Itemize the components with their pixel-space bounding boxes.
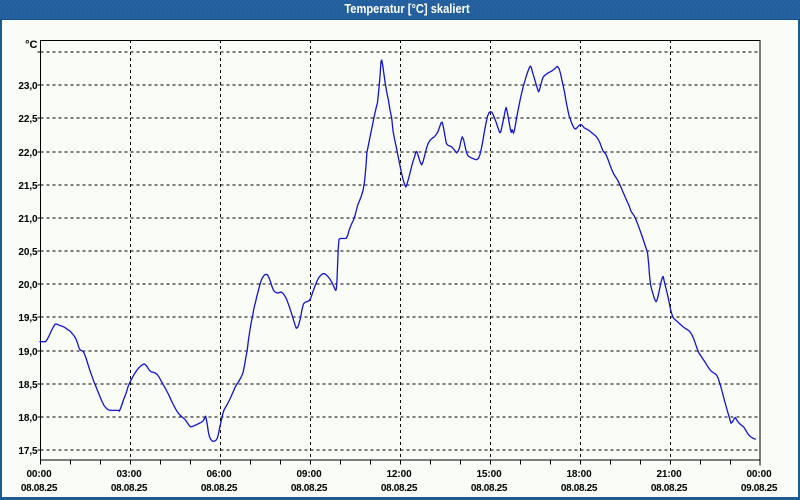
svg-text:21,5: 21,5 <box>18 181 38 192</box>
svg-text:08.08.25: 08.08.25 <box>651 483 688 494</box>
svg-text:21:00: 21:00 <box>656 469 682 480</box>
svg-text:18:00: 18:00 <box>566 469 592 480</box>
svg-text:17,5: 17,5 <box>18 446 38 457</box>
svg-text:18,5: 18,5 <box>18 380 38 391</box>
svg-text:18,0: 18,0 <box>18 413 38 424</box>
svg-text:21,0: 21,0 <box>18 214 38 225</box>
svg-text:00:00: 00:00 <box>26 469 52 480</box>
svg-text:08.08.25: 08.08.25 <box>471 483 508 494</box>
svg-text:00:00: 00:00 <box>746 469 772 480</box>
svg-text:08.08.25: 08.08.25 <box>111 483 148 494</box>
svg-text:08.08.25: 08.08.25 <box>291 483 328 494</box>
svg-text:20,5: 20,5 <box>18 247 38 258</box>
svg-text:08.08.25: 08.08.25 <box>561 483 598 494</box>
svg-text:08.08.25: 08.08.25 <box>381 483 418 494</box>
svg-text:06:00: 06:00 <box>206 469 232 480</box>
svg-text:08.08.25: 08.08.25 <box>21 483 58 494</box>
svg-text:22,5: 22,5 <box>18 114 38 125</box>
svg-text:19,5: 19,5 <box>18 313 38 324</box>
svg-text:03:00: 03:00 <box>116 469 142 480</box>
svg-text:23,0: 23,0 <box>18 81 38 92</box>
svg-text:20,0: 20,0 <box>18 280 38 291</box>
svg-text:°C: °C <box>25 39 37 51</box>
svg-text:12:00: 12:00 <box>386 469 412 480</box>
svg-text:22,0: 22,0 <box>18 148 38 159</box>
svg-text:15:00: 15:00 <box>476 469 502 480</box>
svg-text:08.08.25: 08.08.25 <box>201 483 238 494</box>
svg-text:09.08.25: 09.08.25 <box>741 483 778 494</box>
svg-text:09:00: 09:00 <box>296 469 322 480</box>
svg-text:19,0: 19,0 <box>18 347 38 358</box>
